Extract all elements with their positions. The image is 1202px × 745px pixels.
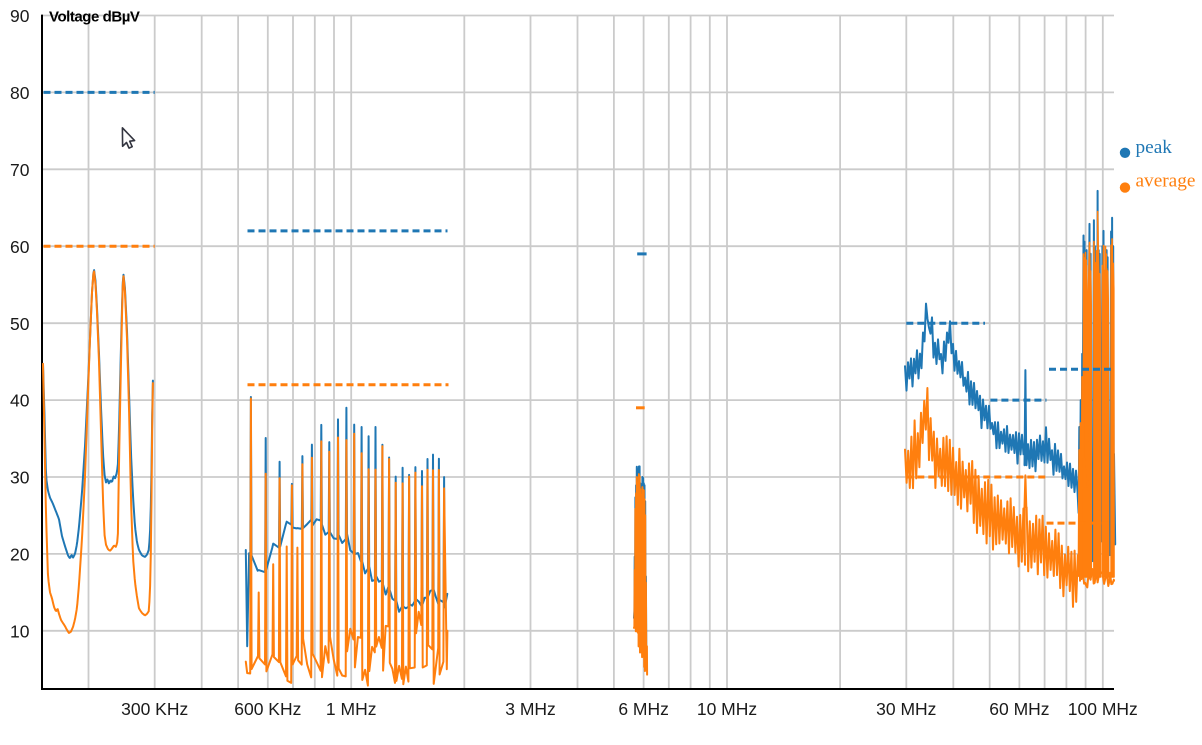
svg-text:1 MHz: 1 MHz: [326, 699, 377, 719]
svg-text:30 MHz: 30 MHz: [876, 699, 936, 719]
svg-text:6 MHz: 6 MHz: [618, 699, 669, 719]
svg-text:90: 90: [10, 6, 30, 26]
svg-text:peak: peak: [1136, 137, 1173, 158]
svg-text:70: 70: [10, 160, 30, 180]
svg-text:Voltage dBµV: Voltage dBµV: [49, 8, 140, 25]
svg-text:30: 30: [10, 468, 30, 488]
svg-text:60: 60: [10, 237, 30, 257]
svg-text:60 MHz: 60 MHz: [989, 699, 1049, 719]
svg-text:40: 40: [10, 391, 30, 411]
svg-text:100 MHz: 100 MHz: [1068, 699, 1138, 719]
svg-text:20: 20: [10, 545, 30, 565]
svg-text:10 MHz: 10 MHz: [697, 699, 757, 719]
svg-text:10: 10: [10, 621, 30, 641]
svg-text:average: average: [1136, 170, 1196, 191]
svg-text:300 KHz: 300 KHz: [121, 699, 188, 719]
svg-text:50: 50: [10, 314, 30, 334]
svg-text:80: 80: [10, 83, 30, 103]
svg-text:3 MHz: 3 MHz: [505, 699, 556, 719]
svg-text:600 KHz: 600 KHz: [234, 699, 301, 719]
